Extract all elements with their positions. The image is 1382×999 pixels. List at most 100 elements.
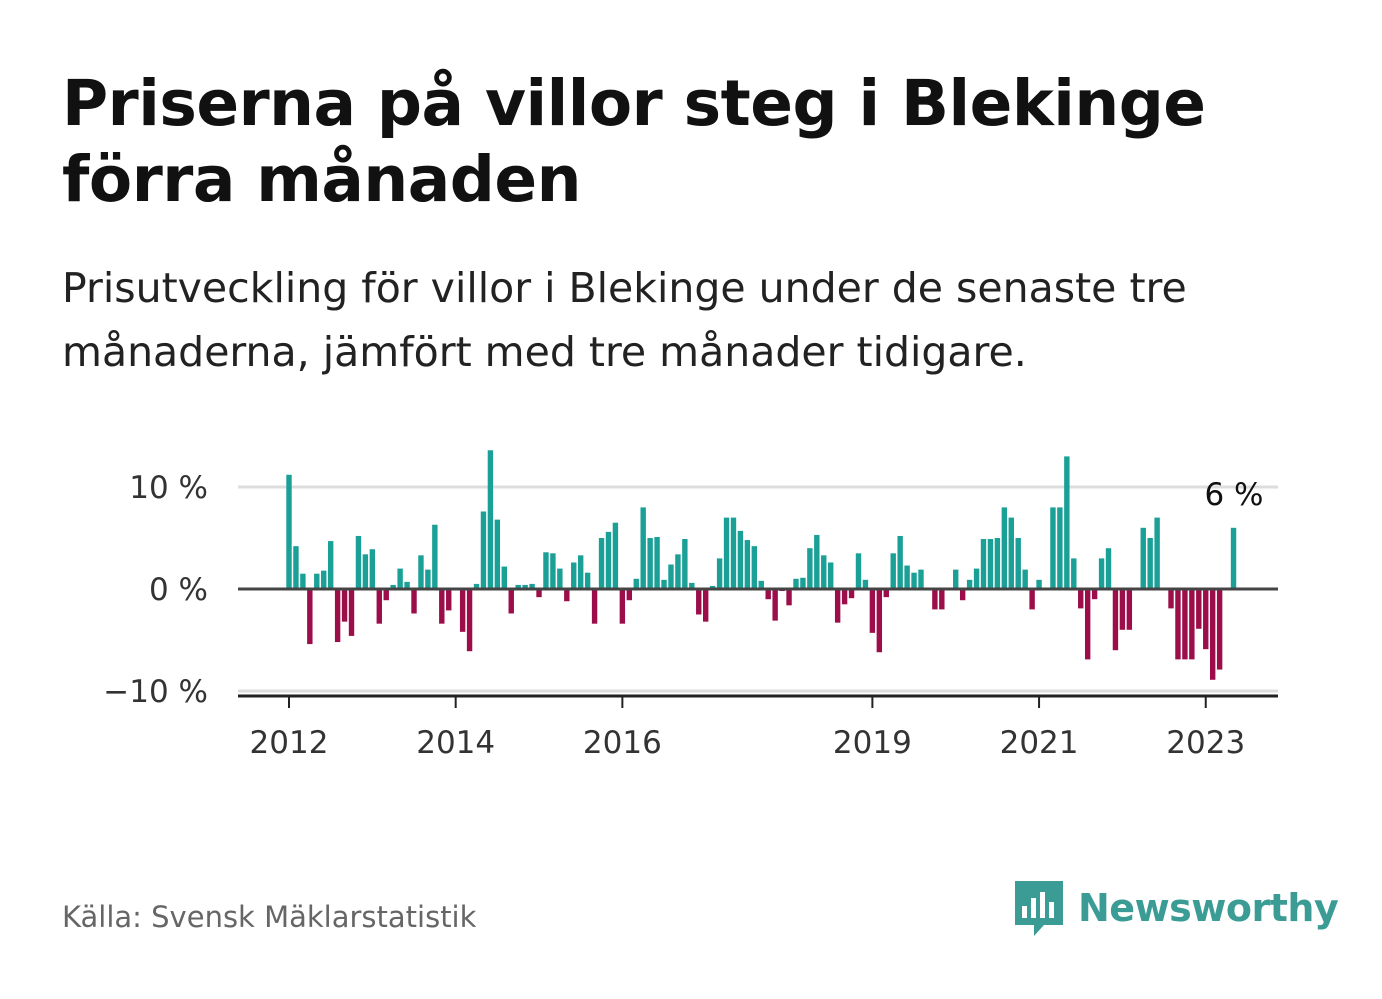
bar (1119, 589, 1126, 630)
bar (1057, 507, 1063, 589)
bar (487, 450, 494, 589)
bar (661, 579, 667, 589)
bar (300, 573, 306, 589)
bar (786, 589, 792, 606)
bar (994, 538, 1001, 589)
bar (626, 589, 633, 601)
bar (772, 589, 778, 621)
bar (744, 540, 751, 589)
bar (751, 546, 758, 589)
bar (1230, 527, 1237, 589)
bar (689, 582, 695, 589)
bar (515, 584, 521, 589)
bar (980, 539, 987, 589)
bar (1098, 558, 1105, 589)
bar (821, 555, 827, 589)
bar (716, 558, 723, 589)
bar (959, 589, 966, 601)
bar (876, 589, 883, 653)
bar (869, 589, 876, 633)
axes (238, 587, 1278, 708)
bar (425, 569, 431, 589)
bar (1196, 589, 1202, 629)
last-value-label: 6 % (1204, 477, 1263, 513)
bar (1064, 456, 1070, 589)
bar (890, 553, 896, 589)
bar-chart: 10 % 0 % −10 % 2012 2014 2016 2019 2021 2023 6 % (103, 450, 1278, 761)
bar (932, 589, 938, 610)
bar (1140, 527, 1146, 589)
bar (411, 589, 417, 614)
bar (390, 584, 396, 589)
y-tick-label: −10 % (103, 674, 208, 710)
bar (1071, 558, 1077, 589)
bar (1078, 589, 1084, 609)
bar (564, 589, 570, 602)
bar (883, 589, 889, 598)
bar (647, 538, 653, 589)
bar (293, 546, 299, 589)
bar (508, 589, 514, 614)
x-tick-label: 2014 (416, 725, 495, 761)
bar (953, 569, 959, 589)
bar (862, 579, 869, 589)
bar (1147, 538, 1153, 589)
chart-subtitle: Prisutveckling för villor i Blekinge und… (62, 264, 1187, 376)
bar (327, 541, 334, 589)
bar (807, 548, 813, 589)
bar (341, 589, 348, 622)
x-tick-label: 2012 (250, 725, 329, 761)
tick-labels: 10 % 0 % −10 % 2012 2014 2016 2019 2021 2023 6 % (103, 470, 1263, 761)
bar (397, 568, 403, 589)
bar (848, 589, 855, 599)
bar (911, 572, 917, 589)
bar (348, 589, 355, 636)
bar (557, 568, 563, 589)
bar (966, 579, 973, 589)
bar (362, 554, 369, 589)
bar (800, 577, 806, 589)
bar (633, 578, 639, 589)
bar (1036, 579, 1042, 589)
x-tick-label: 2019 (833, 725, 912, 761)
bar (480, 511, 487, 589)
bar (529, 583, 535, 589)
bar (973, 568, 980, 589)
bar (897, 535, 903, 589)
bar (584, 572, 591, 589)
bar (550, 553, 556, 589)
bar (730, 517, 737, 589)
bars (286, 450, 1237, 680)
bar (1209, 589, 1216, 680)
bar (286, 474, 292, 589)
bar (758, 580, 764, 589)
bar (404, 581, 410, 589)
bar (418, 555, 424, 589)
bar (904, 565, 910, 589)
bar (1189, 589, 1195, 660)
bar (1008, 517, 1014, 589)
bar (1015, 538, 1021, 589)
bar (855, 553, 862, 589)
brand-name: Newsworthy (1078, 886, 1339, 930)
bar (369, 549, 376, 589)
bar (1105, 548, 1112, 589)
bar (1203, 589, 1209, 650)
bar (987, 539, 994, 589)
bar (376, 589, 382, 624)
bar (321, 570, 327, 589)
bar (591, 589, 598, 624)
bar (307, 589, 313, 645)
chart-title: Priserna på villor steg i Blekinge förra… (62, 67, 1206, 216)
bar (577, 555, 584, 589)
grid-lines (238, 485, 1278, 693)
bar (1050, 507, 1056, 589)
bar (765, 589, 771, 600)
bar (355, 535, 362, 589)
bar (1182, 589, 1188, 660)
bar (1168, 589, 1174, 609)
bar (494, 519, 501, 589)
bar (939, 589, 945, 610)
bar (432, 524, 438, 589)
bar (737, 530, 744, 589)
